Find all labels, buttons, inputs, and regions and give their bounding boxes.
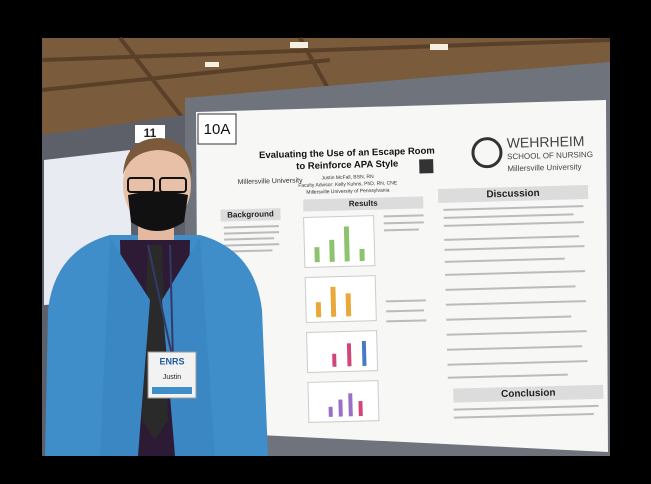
school-logo [471, 137, 503, 169]
section-head: Discussion [486, 188, 540, 200]
lanyard [147, 244, 174, 361]
poster-detail [443, 221, 584, 227]
poster-detail [338, 399, 343, 417]
qr-code [419, 159, 434, 174]
poster-detail [447, 345, 583, 351]
school-univ: Millersville University [507, 162, 581, 173]
poster-detail [443, 213, 574, 219]
section-head-bg [453, 384, 604, 403]
poster-detail [445, 300, 586, 306]
badge-stripe [152, 387, 192, 394]
poster-detail [306, 330, 379, 373]
poster-detail [224, 243, 280, 247]
poster-detail [224, 249, 273, 253]
poster-detail [444, 235, 580, 241]
section-head-bg [437, 185, 589, 203]
section-head-bg [303, 196, 424, 212]
light [290, 42, 308, 48]
poster-detail [307, 380, 380, 423]
poster-detail [443, 205, 584, 211]
poster-detail [446, 315, 572, 321]
sign [197, 113, 237, 145]
section-head: Background [227, 209, 274, 219]
poster-detail [346, 343, 352, 367]
school-sub: SCHOOL OF NURSING [507, 150, 593, 161]
poster-title: to Reinforce APA Style [296, 159, 398, 173]
poster-detail [304, 275, 377, 323]
poster-detail [223, 231, 279, 235]
glasses [127, 177, 155, 193]
poster-content: Millersville University Evaluating the U… [220, 133, 604, 423]
poster-detail [453, 412, 594, 419]
hair [123, 138, 192, 175]
poster-detail [329, 239, 335, 262]
mask [128, 191, 188, 231]
poster-detail [359, 248, 365, 262]
lapels [100, 238, 215, 456]
poster-detail [332, 353, 337, 367]
school-name: WEHRHEIM [506, 133, 584, 151]
poster-title: Evaluating the Use of an Escape Room [259, 146, 435, 162]
advisor: Faculty Advisor: Kelly Kuhns, PhD, RN, C… [298, 180, 398, 189]
poster-detail [446, 330, 587, 336]
poster-detail [444, 257, 565, 263]
body-text-lines [223, 205, 599, 419]
poster-detail [383, 214, 424, 218]
poster-detail [453, 404, 599, 411]
poster-detail [445, 285, 576, 291]
poster-detail [303, 215, 376, 269]
poster-detail [315, 302, 322, 318]
poster-detail [358, 401, 363, 417]
poster-detail [383, 221, 424, 225]
poster-detail [348, 393, 353, 417]
section-head: Conclusion [501, 388, 556, 400]
badge-name: Justin [163, 374, 181, 381]
poster-detail [328, 406, 333, 417]
poster-detail [223, 225, 279, 229]
author: Justin McFall, BSN, RN [321, 174, 374, 181]
sign-text: 10A [204, 121, 231, 138]
poster-detail [314, 247, 320, 263]
university: Millersville University of Pennsylvania [306, 188, 389, 196]
section-head-bg [220, 208, 281, 222]
poster-detail [343, 226, 350, 262]
light [430, 44, 448, 50]
poster-detail [386, 319, 427, 323]
light [205, 62, 219, 67]
glasses [159, 177, 187, 193]
beams [41, 36, 611, 142]
poster-detail [385, 299, 426, 303]
poster-figures [303, 215, 380, 423]
left-sign-text: 11 [144, 126, 157, 140]
poster-detail [444, 245, 585, 251]
logo-left: Millersville University [238, 177, 304, 186]
poster-detail [447, 373, 568, 379]
poster-detail [445, 270, 586, 276]
poster-detail [447, 360, 588, 366]
poster-detail [386, 309, 425, 313]
poster-detail [224, 237, 275, 241]
poster-detail [383, 228, 419, 232]
poster-detail [345, 293, 352, 317]
poster-detail [330, 286, 337, 317]
section-head: Results [349, 199, 379, 209]
poster-detail [361, 340, 367, 367]
badge-event: ENRS [159, 356, 184, 366]
